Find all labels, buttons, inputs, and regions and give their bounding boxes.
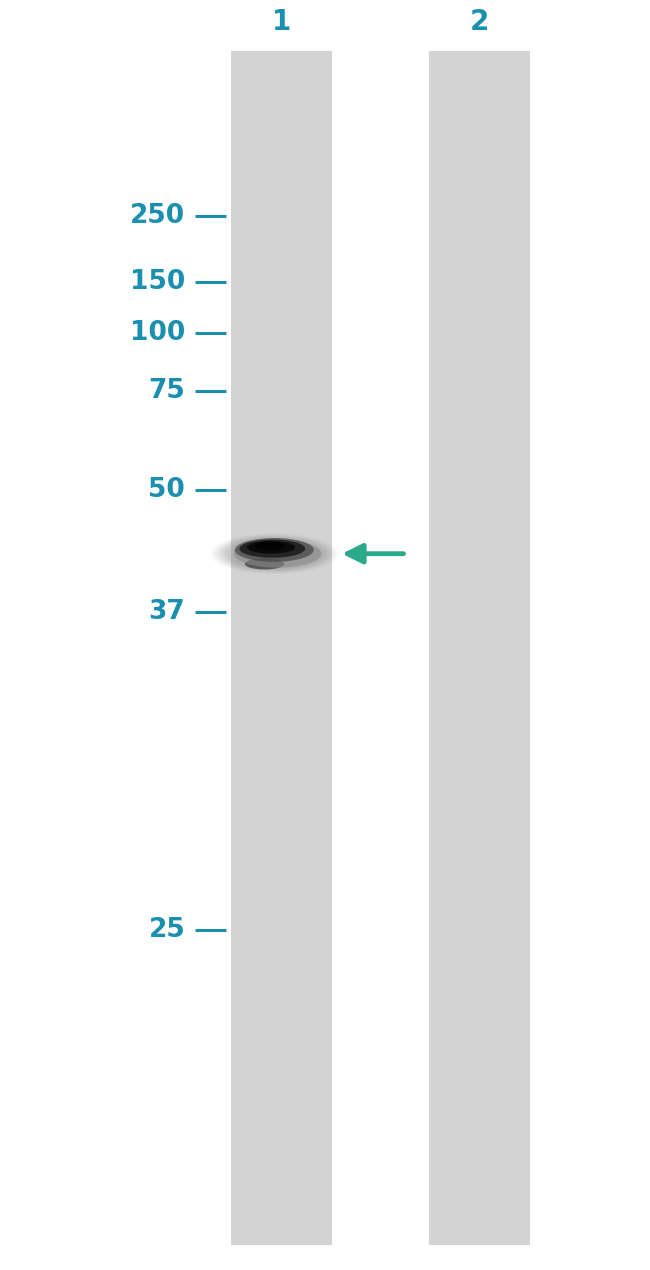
Bar [429,51,530,1245]
Text: 75: 75 [148,378,185,404]
Text: 37: 37 [148,599,185,625]
Ellipse shape [245,559,284,569]
Ellipse shape [234,540,321,568]
Text: 1: 1 [272,8,291,36]
Text: 100: 100 [130,320,185,345]
Ellipse shape [217,536,332,572]
Ellipse shape [220,536,329,572]
Text: 150: 150 [130,269,185,295]
Ellipse shape [235,538,314,561]
Ellipse shape [227,538,321,569]
Text: 50: 50 [148,478,185,503]
Text: 2: 2 [470,8,489,36]
Ellipse shape [222,537,326,570]
Ellipse shape [225,538,324,569]
Ellipse shape [254,542,285,550]
Bar [231,51,332,1245]
Ellipse shape [247,541,295,554]
Text: 250: 250 [130,203,185,229]
Text: 25: 25 [148,917,185,942]
Ellipse shape [239,540,306,558]
